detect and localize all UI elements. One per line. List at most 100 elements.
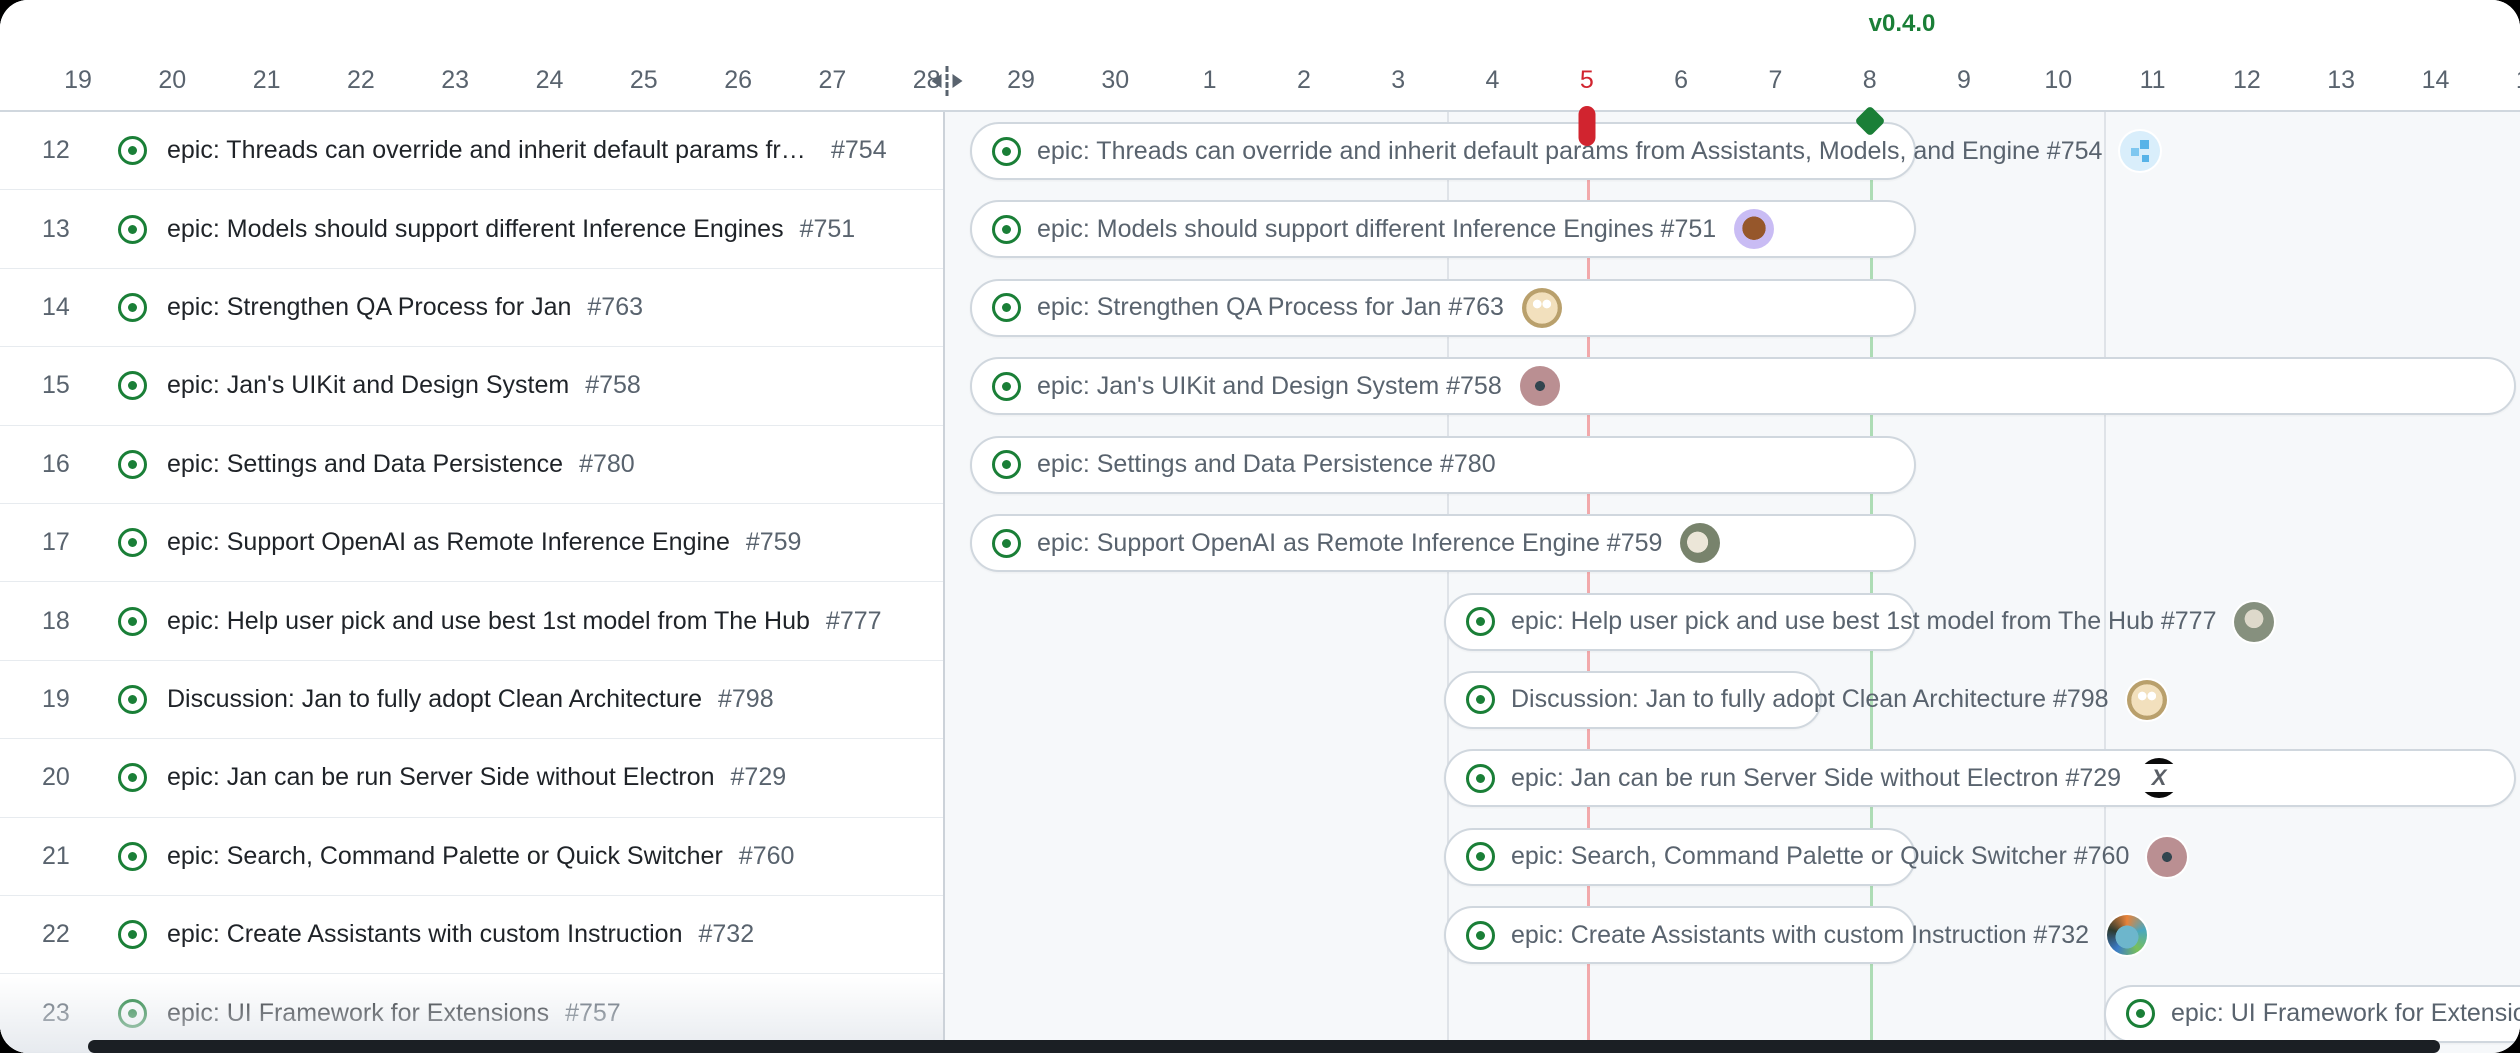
row-title: epic: Jan can be run Server Side without… xyxy=(167,763,715,792)
table-row[interactable]: 20 epic: Jan can be run Server Side witho… xyxy=(0,739,943,818)
table-row[interactable]: 13 epic: Models should support different … xyxy=(0,190,943,269)
horizontal-scrollbar[interactable] xyxy=(88,1040,2440,1053)
row-number: 23 xyxy=(42,998,70,1027)
issue-number: #777 xyxy=(825,606,882,635)
issue-open-icon xyxy=(1466,763,1495,793)
row-number: 17 xyxy=(42,528,70,557)
avatar-stack xyxy=(1734,209,1775,250)
week-gridline xyxy=(2104,112,2106,1053)
table-row[interactable]: 16 epic: Settings and Data Persistence #78… xyxy=(0,425,943,505)
table-row[interactable]: 17 epic: Support OpenAI as Remote Inferen… xyxy=(0,504,943,583)
issue-number: #751 xyxy=(799,214,856,243)
timeline-bar[interactable]: epic: Jan's UIKit and Design System #758 xyxy=(970,357,2516,416)
table-row[interactable]: 19 Discussion: Jan to fully adopt Clean A… xyxy=(0,660,943,740)
timeline-bar[interactable]: epic: Search, Command Palette or Quick S… xyxy=(1444,827,2214,886)
date-label: 23 xyxy=(441,66,470,94)
row-title: epic: Create Assistants with custom Inst… xyxy=(167,920,683,949)
date-label: 7 xyxy=(1768,66,1783,94)
date-label: 29 xyxy=(1007,66,1035,94)
date-label: 14 xyxy=(2421,66,2450,94)
issue-open-icon xyxy=(1466,842,1495,872)
today-marker-icon[interactable] xyxy=(1578,106,1596,146)
issue-open-dot-icon xyxy=(128,851,137,861)
row-title: epic: Settings and Data Persistence xyxy=(167,449,564,478)
bar-label: epic: Search, Command Palette or Quick S… xyxy=(1511,842,2130,871)
date-label: 21 xyxy=(252,66,281,94)
date-label: 13 xyxy=(2327,66,2356,94)
bar-label: epic: Jan can be run Server Side without… xyxy=(1511,763,2122,792)
bar-label: epic: Threads can override and inherit d… xyxy=(1037,136,2103,165)
timeline-bar[interactable]: epic: Help user pick and use best 1st mo… xyxy=(1444,592,2275,651)
issue-open-dot-icon xyxy=(128,459,137,469)
table-row[interactable]: 21 epic: Search, Command Palette or Quick… xyxy=(0,817,943,897)
row-number: 16 xyxy=(42,449,70,478)
timeline-bar[interactable]: epic: UI Framework for Extensions #757 xyxy=(2104,984,2520,1043)
timeline-bar[interactable]: epic: Jan can be run Server Side without… xyxy=(1444,749,2516,808)
timeline-bar[interactable]: Discussion: Jan to fully adopt Clean Arc… xyxy=(1444,670,2193,729)
avatar-stack xyxy=(2234,601,2275,642)
timeline-bar[interactable]: epic: Support OpenAI as Remote Inference… xyxy=(970,514,1916,573)
bar-label: epic: Create Assistants with custom Inst… xyxy=(1511,920,2090,949)
issue-number: #757 xyxy=(565,998,621,1027)
issue-open-icon xyxy=(118,763,147,793)
issue-number: #763 xyxy=(587,293,644,322)
date-label: 25 xyxy=(629,66,658,94)
bar-label: epic: Strengthen QA Process for Jan #763 xyxy=(1037,293,1504,322)
issue-number: #759 xyxy=(745,528,802,557)
issue-open-dot-icon xyxy=(128,773,137,783)
avatar-stack xyxy=(1680,523,1747,564)
timeline-bar[interactable]: epic: Create Assistants with custom Inst… xyxy=(1444,906,2174,965)
timeline-bar[interactable]: epic: Threads can override and inherit d… xyxy=(970,122,2187,180)
table-row[interactable]: 18 epic: Help user pick and use best 1st … xyxy=(0,582,943,661)
row-number: 14 xyxy=(42,293,70,322)
milestone-label: v0.4.0 xyxy=(1868,10,1936,37)
issue-open-dot-icon xyxy=(1002,381,1011,391)
resize-dotted-line-icon xyxy=(945,66,949,96)
issue-open-dot-icon xyxy=(128,695,137,705)
issue-open-dot-icon xyxy=(1476,617,1485,627)
table-row[interactable]: 12 epic: Threads can override and inherit… xyxy=(0,112,943,191)
table-row[interactable]: 15 epic: Jan's UIKit and Design System #75… xyxy=(0,347,943,426)
avatar-stack xyxy=(2147,836,2214,877)
issue-open-dot-icon xyxy=(1002,224,1011,234)
table-row[interactable]: 23 epic: UI Framework for Extensions #757 xyxy=(0,974,943,1053)
issue-open-icon xyxy=(118,685,147,715)
bar-label: epic: UI Framework for Extensions #757 xyxy=(2171,999,2520,1028)
cat-photo-avatar xyxy=(1680,523,1721,564)
issue-number: #732 xyxy=(698,920,755,949)
issue-open-dot-icon xyxy=(128,616,137,626)
timeline-bar[interactable]: epic: Models should support different In… xyxy=(970,200,1916,259)
row-title: epic: Support OpenAI as Remote Inference… xyxy=(167,528,730,557)
pane-resize-handle-icon[interactable] xyxy=(931,66,963,96)
issue-open-dot-icon xyxy=(128,930,137,940)
resize-left-arrow-icon xyxy=(931,74,942,88)
bar-label: epic: Models should support different In… xyxy=(1037,214,1717,243)
issue-open-dot-icon xyxy=(1476,695,1485,705)
table-row[interactable]: 22 epic: Create Assistants with custom In… xyxy=(0,896,943,975)
issue-number: #729 xyxy=(730,763,787,792)
week-gridline xyxy=(1447,112,1449,1053)
bar-label: epic: Support OpenAI as Remote Inference… xyxy=(1037,528,1663,557)
issue-open-icon xyxy=(118,841,147,871)
date-label: 2 xyxy=(1296,66,1311,94)
row-title: epic: Strengthen QA Process for Jan xyxy=(167,293,572,322)
date-label: 8 xyxy=(1862,66,1877,94)
avatar-stack xyxy=(2126,679,2193,720)
timeline-bar[interactable]: epic: Strengthen QA Process for Jan #763 xyxy=(970,278,1916,337)
issue-open-icon xyxy=(118,449,147,479)
date-label: 9 xyxy=(1957,66,1971,94)
row-number: 15 xyxy=(42,371,70,400)
timeline-bar[interactable]: epic: Settings and Data Persistence #780 xyxy=(970,435,1916,494)
date-label: 11 xyxy=(2139,66,2166,94)
issue-open-icon xyxy=(992,214,1021,244)
issue-open-icon xyxy=(2126,999,2155,1029)
table-row[interactable]: 14 epic: Strengthen QA Process for Jan #76… xyxy=(0,268,943,348)
date-label: 26 xyxy=(724,66,752,94)
issue-open-icon xyxy=(992,371,1021,401)
row-number: 22 xyxy=(42,920,70,949)
issue-open-dot-icon xyxy=(128,146,137,156)
date-label: 30 xyxy=(1101,66,1130,94)
avatar-stack xyxy=(1519,366,1586,407)
